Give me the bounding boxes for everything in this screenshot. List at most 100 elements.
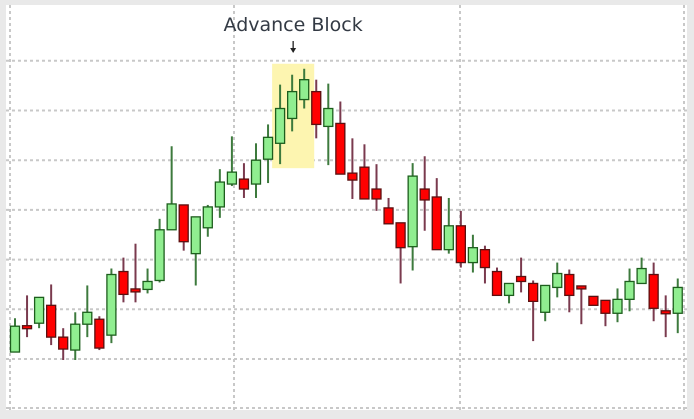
candle-body — [503, 282, 515, 297]
candle-down — [118, 257, 129, 303]
candle-body — [395, 222, 406, 249]
candle-body — [648, 273, 659, 309]
candle-body — [33, 296, 45, 324]
candle-up — [467, 234, 479, 273]
candle-up — [106, 268, 117, 344]
candles — [9, 68, 683, 360]
candle-down — [528, 280, 539, 342]
candle-up — [262, 124, 274, 184]
candle-body — [202, 206, 213, 229]
candle-down — [94, 316, 105, 351]
candle-down — [238, 163, 250, 198]
candle-body — [130, 288, 141, 293]
candle-body — [250, 159, 262, 185]
candle-down — [600, 299, 611, 327]
candle-down — [21, 295, 33, 338]
candle-up — [612, 288, 623, 323]
candle-body — [299, 79, 310, 101]
candle-down — [588, 295, 599, 306]
candle-body — [479, 249, 491, 269]
candle-up — [250, 143, 262, 198]
candle-body — [226, 171, 238, 185]
candle-body — [660, 310, 671, 315]
candle-body — [612, 298, 623, 314]
candle-up — [552, 262, 563, 298]
candle-down — [371, 164, 382, 211]
candle-body — [58, 336, 69, 350]
candle-body — [323, 107, 334, 128]
candle-down — [419, 156, 430, 231]
candle-up — [503, 282, 515, 304]
candle-down — [491, 267, 503, 297]
candle-down — [576, 285, 587, 325]
candle-body — [94, 318, 105, 349]
candle-body — [347, 172, 358, 181]
candle-body — [9, 325, 21, 353]
candle-up — [190, 216, 201, 286]
candle-body — [576, 285, 587, 290]
candle-down — [395, 222, 406, 284]
candle-body — [467, 247, 479, 264]
candle-body — [552, 272, 563, 289]
candle-down — [455, 210, 467, 268]
candle-down — [648, 262, 659, 322]
candle-down — [479, 245, 491, 284]
candle-down — [347, 138, 358, 199]
candle-body — [311, 90, 322, 126]
candle-up — [636, 257, 647, 285]
candle-down — [359, 144, 370, 200]
candle-up — [214, 169, 226, 218]
candle-down — [178, 204, 189, 251]
candle-body — [624, 280, 635, 301]
candle-body — [540, 284, 551, 313]
candle-down — [46, 284, 57, 346]
candle-body — [106, 273, 117, 336]
candle-up — [274, 84, 286, 165]
candle-body — [515, 275, 527, 283]
candle-body — [21, 325, 33, 330]
candle-down — [660, 295, 671, 338]
candle-up — [9, 318, 21, 353]
candle-up — [33, 296, 45, 329]
candle-up — [407, 163, 418, 271]
candle-up — [624, 268, 635, 312]
candle-body — [118, 270, 129, 296]
candle-body — [166, 203, 177, 231]
candle-up — [142, 268, 153, 294]
candle-body — [46, 304, 57, 338]
candle-body — [371, 188, 382, 200]
candle-body — [238, 178, 250, 190]
annotation-label: Advance Block — [224, 14, 363, 36]
candle-body — [359, 166, 370, 200]
candle-down — [130, 243, 141, 303]
candle-body — [82, 311, 93, 325]
candle-up — [202, 204, 213, 237]
candle-body — [383, 207, 394, 225]
candle-body — [214, 181, 226, 208]
candle-down — [431, 178, 442, 251]
candle-body — [600, 299, 611, 314]
candle-body — [636, 267, 647, 285]
candle-up — [286, 74, 298, 132]
candle-body — [588, 295, 599, 306]
candle-body — [262, 136, 274, 160]
candle-up — [82, 285, 93, 338]
candle-up — [70, 312, 81, 360]
candle-body — [528, 282, 539, 302]
candle-down — [515, 257, 527, 293]
candle-body — [407, 175, 418, 248]
candle-body — [286, 90, 298, 120]
candle-body — [70, 323, 81, 351]
candle-body — [443, 225, 454, 251]
candle-up — [154, 218, 165, 283]
candle-body — [491, 270, 503, 297]
annotation-arrow-icon — [290, 41, 297, 53]
candle-down — [335, 101, 346, 175]
candle-body — [142, 280, 153, 291]
candle-down — [58, 328, 69, 360]
candle-body — [178, 204, 189, 243]
candle-body — [455, 225, 467, 264]
candle-body — [274, 107, 286, 144]
candle-body — [190, 216, 201, 255]
candle-up — [443, 197, 454, 254]
